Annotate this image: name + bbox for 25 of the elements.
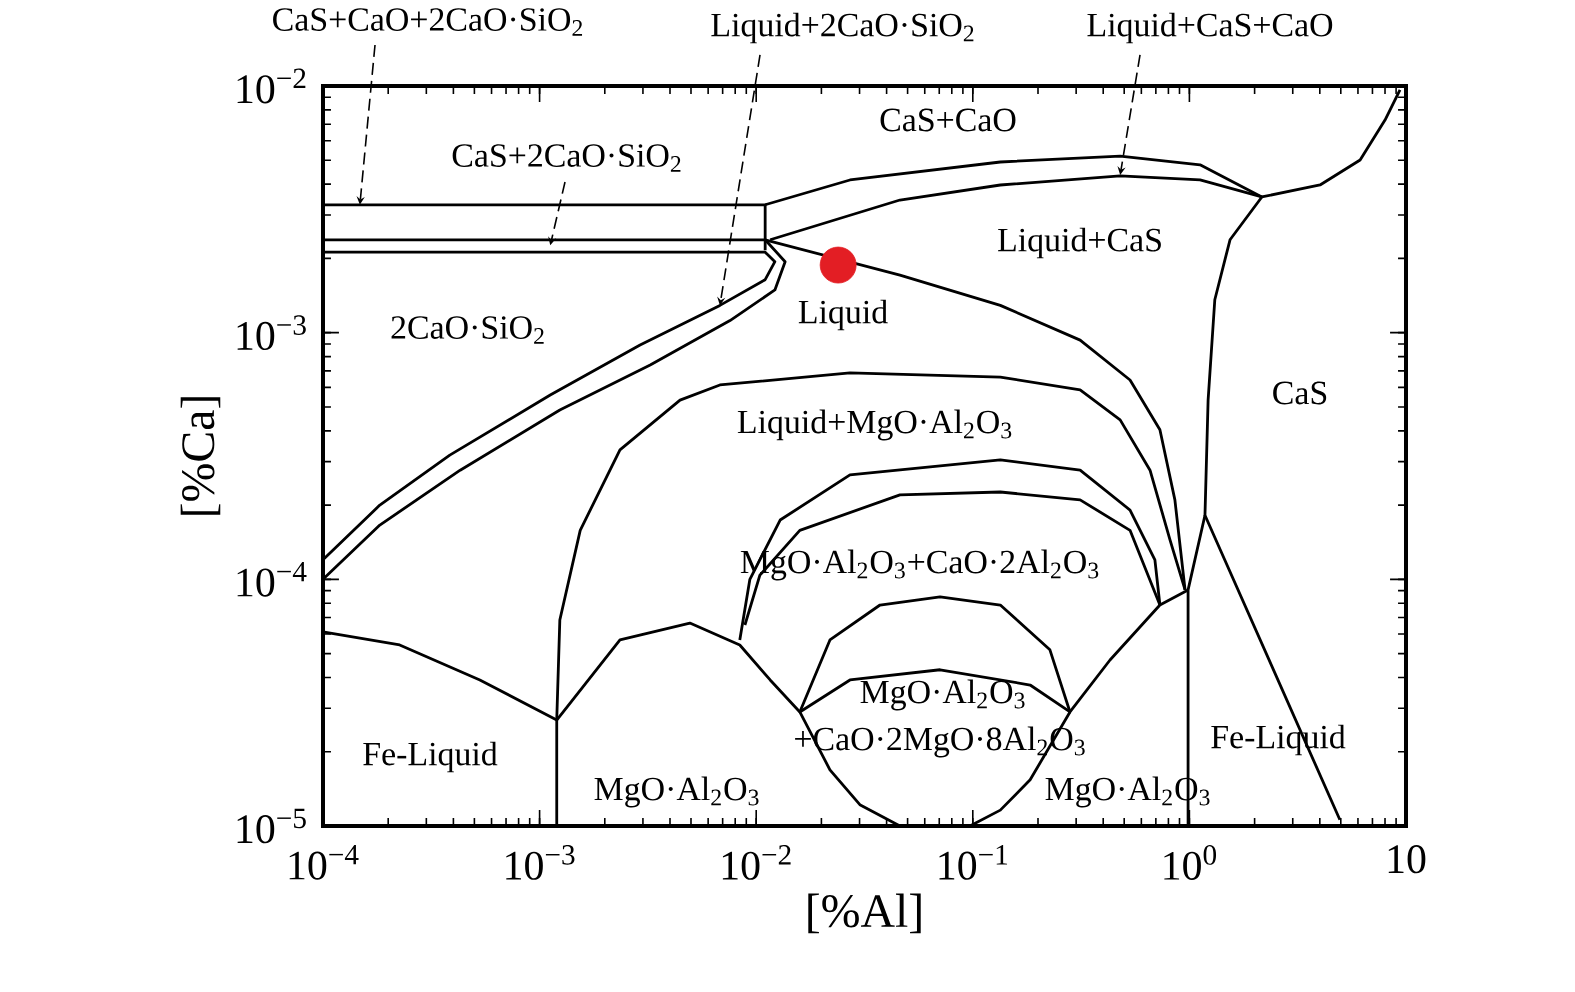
y-tick-label: 10$^{−5}$ bbox=[237, 808, 306, 844]
annotation: CaS bbox=[1273, 381, 1327, 405]
y-tick-label: 10$^{−2}$ bbox=[237, 68, 306, 104]
x-tick-label: 10$^{0}$ bbox=[1164, 845, 1217, 880]
annotation: Liquid+CaS+CaO bbox=[1087, 12, 1333, 44]
annotation: Fe-Liquid bbox=[363, 741, 498, 773]
annotation: Liquid+MgO·Al$_{2}$O$_{3}$ bbox=[737, 409, 1012, 441]
x-tick-label: 10$^{−4}$ bbox=[289, 845, 359, 880]
y-tick-label: 10$^{−3}$ bbox=[237, 315, 306, 351]
annotation: Liquid+CaS bbox=[998, 227, 1161, 259]
y-axis-title: [%Ca] bbox=[180, 397, 221, 515]
annotation: CaS+CaO+2CaO·SiO$_{2}$ bbox=[273, 8, 583, 36]
x-axis-title: [%Al] bbox=[808, 893, 921, 934]
annotation: Liquid bbox=[798, 299, 888, 331]
annotation: CaS+2CaO·SiO$_{2}$ bbox=[452, 144, 681, 172]
x-tick-label: 10$^{−3}$ bbox=[506, 845, 575, 880]
y-tick-label: 10$^{−4}$ bbox=[237, 562, 307, 597]
x-tick-label: 10 bbox=[1388, 845, 1426, 874]
annotation: MgO·Al$_{2}$O$_{3}$ bbox=[860, 679, 1025, 711]
annotation: CaS+CaO bbox=[880, 108, 1016, 132]
annotation: MgO·Al$_{2}$O$_{3}$ bbox=[594, 776, 759, 808]
annotation: Liquid+2CaO·SiO$_{2}$ bbox=[711, 12, 974, 44]
annotation: 2CaO·SiO$_{2}$ bbox=[391, 316, 544, 344]
x-tick-label: 10$^{−1}$ bbox=[939, 845, 1008, 880]
x-tick-label: 10$^{−2}$ bbox=[722, 845, 791, 880]
